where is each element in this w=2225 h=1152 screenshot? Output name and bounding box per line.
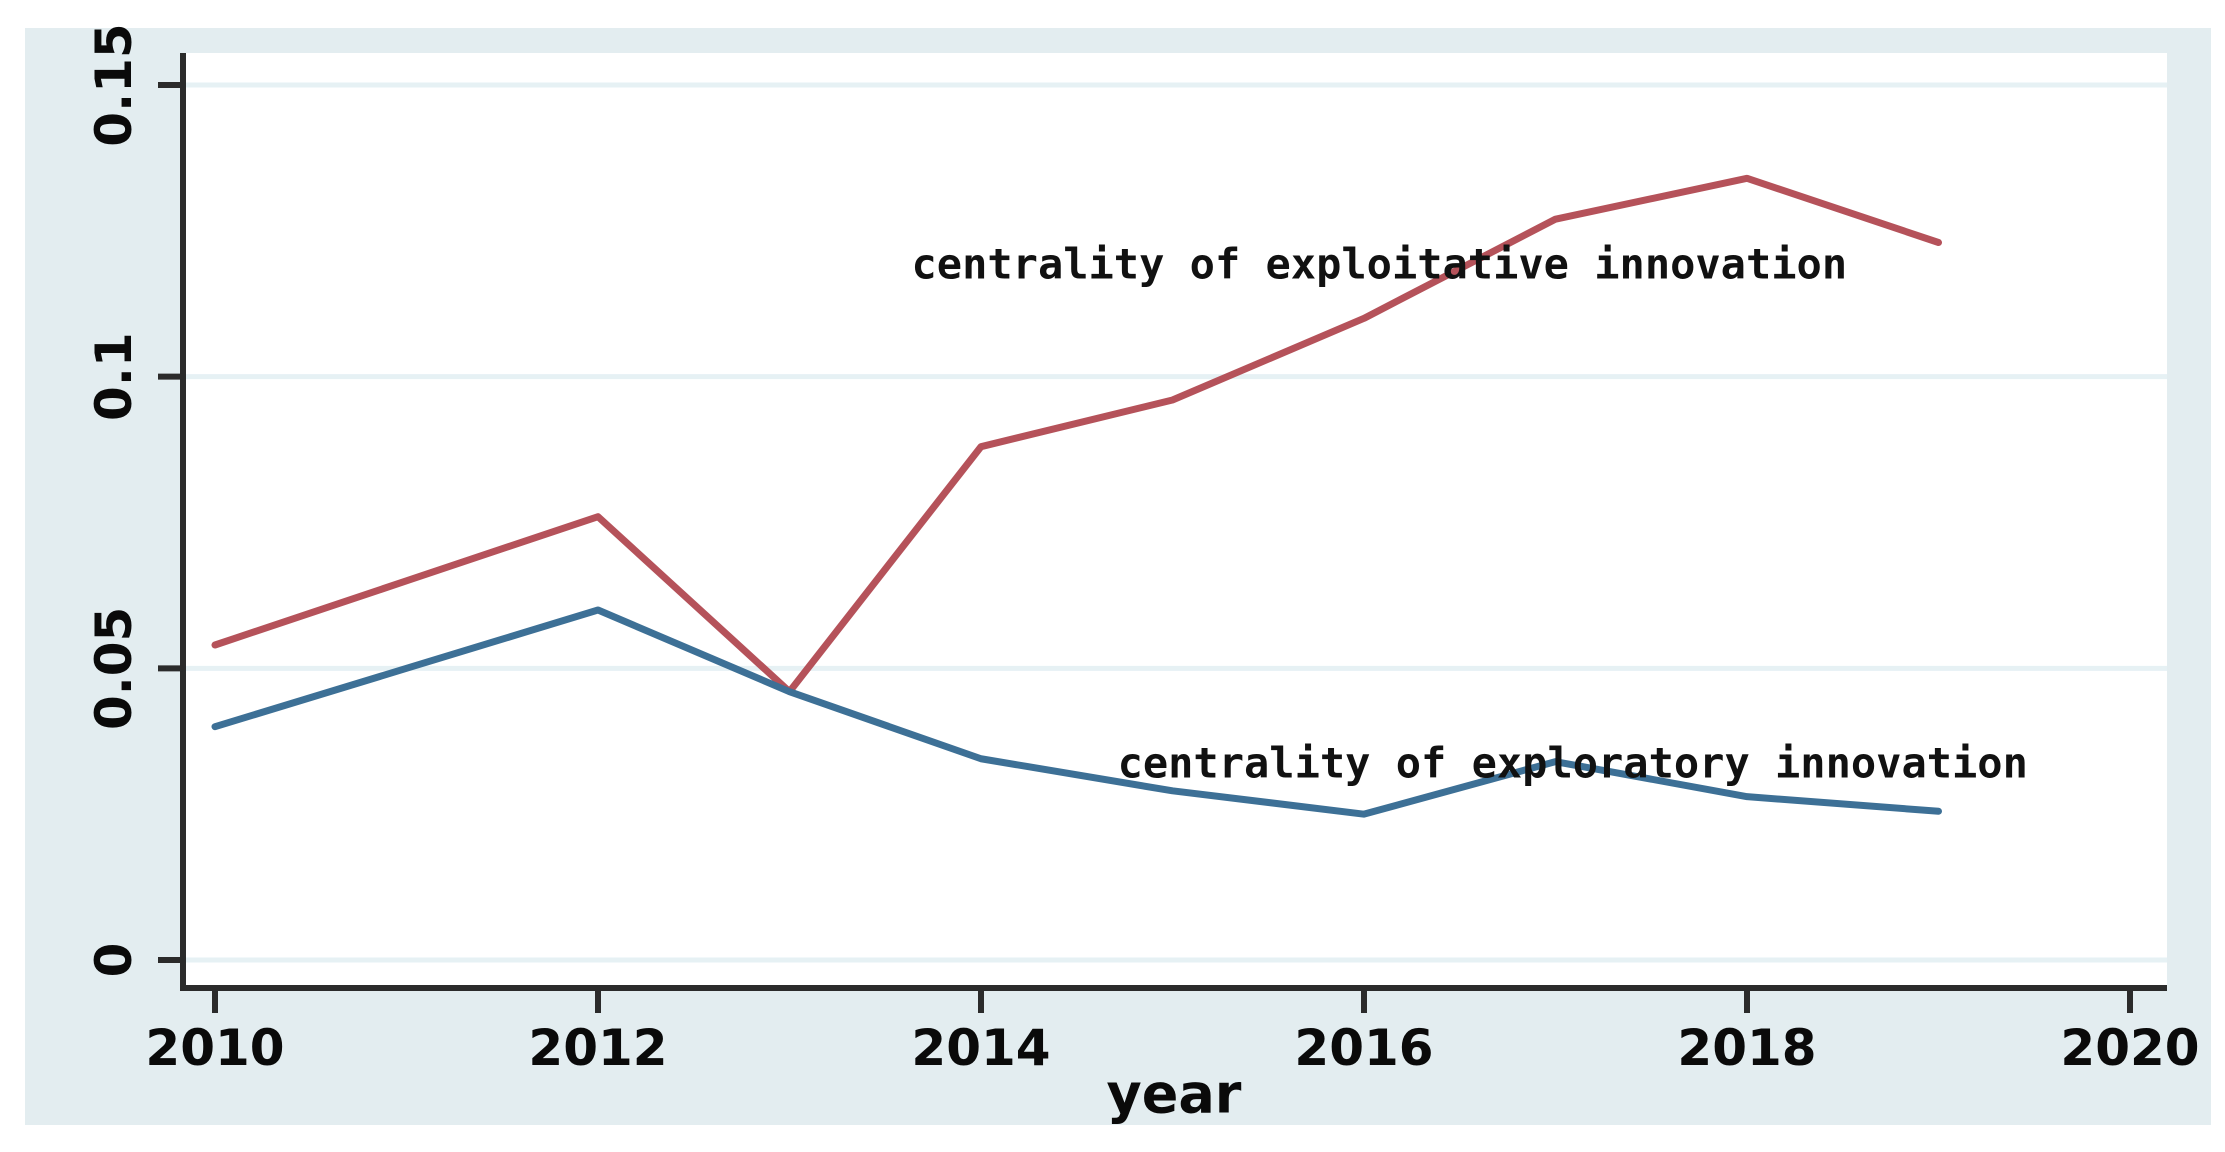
plot-area [183,53,2167,988]
x-tick-label: 2020 [2060,1019,2199,1077]
y-tick-label: 0 [85,943,143,978]
y-tick-label: 0.15 [85,23,143,146]
x-tick-label: 2010 [145,1019,284,1077]
y-tick-label: 0.05 [85,607,143,730]
y-tick-label: 0.1 [85,332,143,421]
x-tick-label: 2012 [528,1019,667,1077]
x-axis-title: year [1107,1063,1242,1126]
x-tick-label: 2016 [1294,1019,1433,1077]
annotation-exploratory: centrality of exploratory innovation [1118,738,2028,787]
annotation-exploitative: centrality of exploitative innovation [912,240,1848,289]
x-tick-label: 2018 [1677,1019,1816,1077]
series-line-exploitative [211,174,1942,696]
x-tick-label: 2014 [911,1019,1050,1077]
series-line-exploratory [211,606,1942,818]
